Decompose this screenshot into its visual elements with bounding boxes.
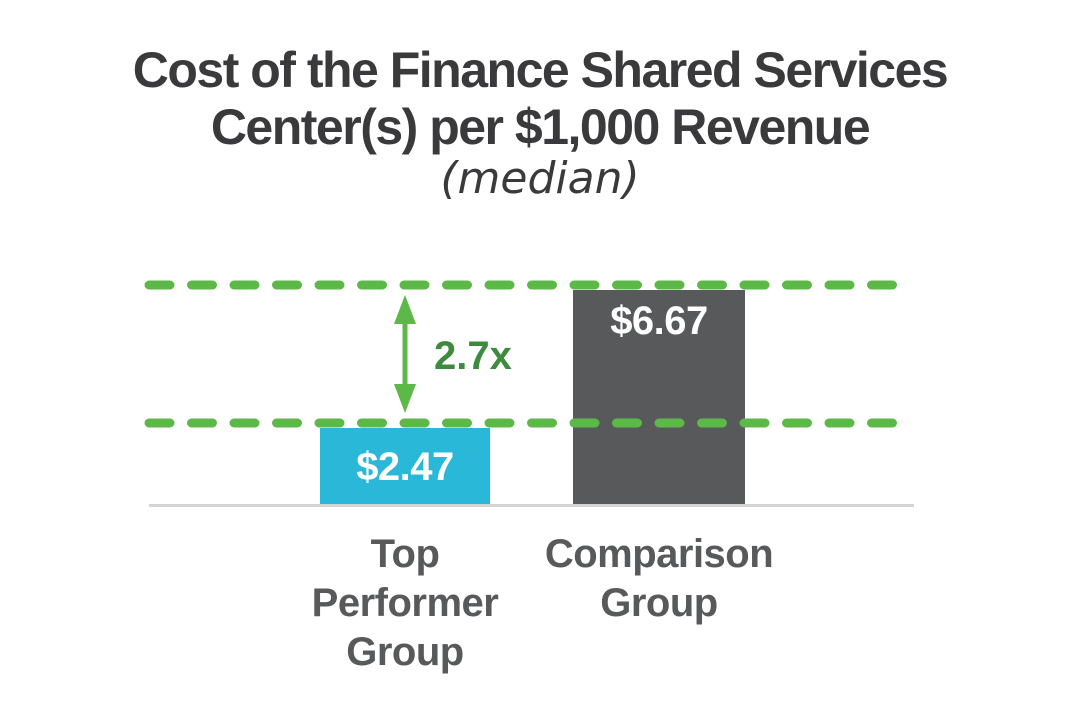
chart-title-line-1: Cost of the Finance Shared Services <box>132 42 949 98</box>
ratio-double-arrow <box>394 295 416 413</box>
chart-title: Cost of the Finance Shared Services Cent… <box>0 42 1080 156</box>
arrow-head-up-icon <box>394 295 416 324</box>
category-label-comparison: Comparison Group <box>524 530 794 628</box>
category-label-line: Performer <box>311 581 499 625</box>
value-label-top-performer: $2.47 <box>356 444 454 489</box>
arrow-head-down-icon <box>394 384 416 413</box>
ratio-annotation: 2.7x <box>434 334 512 378</box>
chart-title-line-2: Center(s) per $1,000 Revenue <box>210 99 871 155</box>
category-label-line: Group <box>346 630 464 674</box>
category-label-line: Top <box>370 532 440 576</box>
value-label-comparison: $6.67 <box>610 299 708 343</box>
bar-comparison: $6.67 <box>573 290 745 505</box>
category-label-top-performer: Top Performer Group <box>285 530 525 677</box>
x-axis-line <box>149 504 914 507</box>
category-label-line: Group <box>600 581 718 625</box>
chart-subtitle: (median) <box>440 153 640 204</box>
bar-top-performer: $2.47 <box>320 428 490 505</box>
category-label-line: Comparison <box>544 532 774 576</box>
